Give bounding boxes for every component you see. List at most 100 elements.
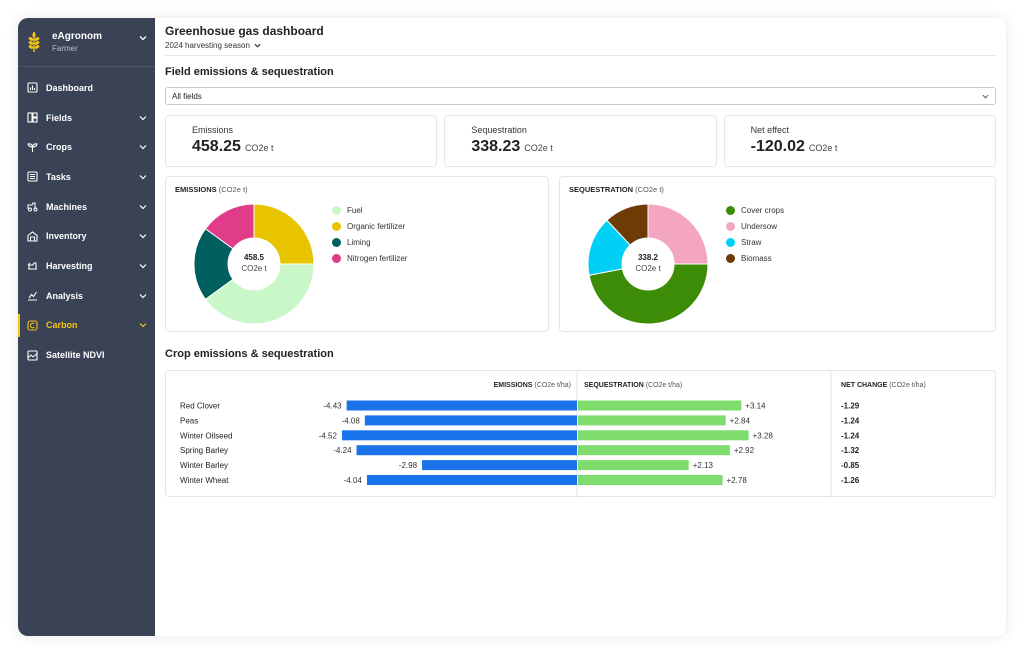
- kpi-emissions: Emissions 458.25 CO2e t: [165, 115, 438, 167]
- app-name: eAgronom: [52, 31, 102, 42]
- sidebar-item-tasks[interactable]: Tasks: [18, 162, 155, 192]
- sidebar-item-label: Machines: [46, 201, 88, 212]
- emission-bar[interactable]: [341, 430, 577, 441]
- emission-value-label: -4.04: [344, 476, 363, 485]
- sidebar-item-fields[interactable]: Fields: [18, 103, 155, 133]
- brand-switcher[interactable]: eAgronom Farmer: [18, 18, 155, 67]
- center-unit: CO2e t: [635, 264, 661, 273]
- satellite-icon: [27, 349, 38, 361]
- legend-swatch: [332, 237, 341, 247]
- carbon-icon: [27, 320, 38, 331]
- donut-slice-biomass[interactable]: [606, 203, 649, 246]
- sequestration-bar[interactable]: [578, 475, 723, 485]
- crop-section-title: Crop emissions & sequestration: [165, 348, 334, 360]
- sequestration-bar[interactable]: [578, 430, 749, 441]
- emissions-donut-card: EMISSIONS (CO2e t) 458.5 CO2e t Fuel Orga…: [165, 176, 549, 332]
- page-header: Greenhosue gas dashboard 2024 harvesting…: [165, 18, 996, 56]
- emission-bar[interactable]: [364, 415, 577, 426]
- legend-item-biomass[interactable]: Biomass: [726, 250, 784, 266]
- tasks-icon: [27, 171, 38, 182]
- chevron-down-icon: [139, 36, 147, 41]
- dashboard-icon: [27, 82, 38, 93]
- legend-item-organic-fertilizer[interactable]: Organic fertilizer: [332, 218, 407, 234]
- legend-item-nitrogen-fertilizer[interactable]: Nitrogen fertilizer: [332, 250, 407, 266]
- sequestration-bar[interactable]: [578, 445, 730, 456]
- chart-title-unit: (CO2e t): [635, 185, 664, 194]
- sequestration-bar[interactable]: [578, 415, 726, 426]
- donut-slice-organic-fertilizer[interactable]: [253, 203, 315, 265]
- donut-slice-undersow[interactable]: [647, 203, 709, 265]
- field-select[interactable]: All fields: [165, 87, 996, 105]
- legend-item-liming[interactable]: Liming: [332, 234, 407, 250]
- kpi-value: 458.25: [192, 138, 241, 155]
- sidebar-item-satellite-ndvi[interactable]: Satellite NDVI: [18, 340, 155, 370]
- emission-value-label: -4.52: [319, 431, 338, 440]
- sidebar-item-label: Tasks: [46, 171, 71, 182]
- chevron-down-icon: [139, 234, 147, 239]
- legend-swatch: [726, 221, 735, 231]
- kpi-unit: CO2e t: [524, 143, 553, 153]
- legend-item-straw[interactable]: Straw: [726, 234, 784, 250]
- donut-slice-cover-crops[interactable]: [588, 263, 709, 325]
- sidebar-item-inventory[interactable]: Inventory: [18, 221, 155, 251]
- sidebar-item-dashboard[interactable]: Dashboard: [18, 73, 155, 103]
- sidebar-item-carbon[interactable]: Carbon: [18, 311, 155, 341]
- sequestration-donut: [587, 203, 709, 325]
- center-unit: CO2e t: [241, 264, 267, 273]
- kpi-sequestration: Sequestration 338.23 CO2e t: [444, 115, 717, 167]
- chevron-down-icon: [139, 204, 147, 209]
- chevron-down-icon: [139, 323, 147, 328]
- crop-label: Peas: [180, 416, 198, 425]
- emission-bar[interactable]: [422, 460, 577, 471]
- kpi-label: Emissions: [192, 125, 234, 135]
- crop-bar-chart: EMISSIONS (CO2e t/ha) SEQUESTRATION (CO2e…: [180, 371, 926, 498]
- net-change-value: -1.29: [841, 402, 860, 411]
- kpi-value: 338.23: [471, 138, 521, 155]
- emissions-column-header: EMISSIONS (CO2e t/ha): [494, 382, 571, 389]
- legend-label: Fuel: [347, 205, 363, 215]
- emissions-legend: Fuel Organic fertilizer Liming Nitrogen fer…: [332, 202, 407, 266]
- sequestration-legend: Cover crops Undersow Straw Biomass: [726, 202, 784, 266]
- center-value: 338.2: [637, 253, 659, 262]
- sequestration-column-header: SEQUESTRATION (CO2e t/ha): [584, 382, 682, 389]
- legend-label: Straw: [741, 237, 762, 247]
- legend-item-undersow[interactable]: Undersow: [726, 218, 784, 234]
- kpi-label: Sequestration: [471, 125, 527, 135]
- sidebar-item-crops[interactable]: Crops: [18, 132, 155, 162]
- donut-slice-nitrogen-fertilizer[interactable]: [204, 203, 255, 250]
- net-change-value: -1.32: [841, 446, 860, 455]
- sequestration-bar[interactable]: [578, 460, 689, 471]
- emissions-donut: [193, 203, 315, 325]
- legend-item-fuel[interactable]: Fuel: [332, 202, 407, 218]
- machines-icon: [27, 202, 38, 212]
- emission-value-label: -2.98: [399, 461, 418, 470]
- season-selector[interactable]: 2024 harvesting season: [165, 41, 996, 50]
- chevron-down-icon: [139, 293, 147, 299]
- sidebar-item-machines[interactable]: Machines: [18, 192, 155, 222]
- legend-item-cover-crops[interactable]: Cover crops: [726, 202, 784, 218]
- season-label: 2024 harvesting season: [165, 41, 250, 50]
- donut-slice-fuel[interactable]: [204, 263, 315, 325]
- sidebar: eAgronom Farmer Dashboard Fields Crops Task…: [18, 18, 155, 636]
- emission-bar[interactable]: [366, 475, 577, 485]
- chart-title-unit: (CO2e t): [218, 185, 248, 194]
- sequestration-center: 338.2 CO2e t: [618, 253, 678, 273]
- legend-label: Nitrogen fertilizer: [347, 253, 408, 263]
- emission-bar[interactable]: [346, 400, 577, 411]
- sidebar-item-harvesting[interactable]: Harvesting: [18, 251, 155, 281]
- sidebar-item-label: Fields: [46, 112, 73, 123]
- legend-swatch: [726, 253, 735, 263]
- legend-label: Organic fertilizer: [347, 221, 406, 231]
- legend-swatch: [332, 253, 341, 263]
- kpi-row: Emissions 458.25 CO2e t Sequestration 338…: [165, 115, 996, 167]
- chevron-down-icon: [139, 115, 147, 120]
- crop-label: Winter Oilseed: [180, 431, 232, 440]
- emission-bar[interactable]: [356, 445, 577, 456]
- sidebar-item-label: Harvesting: [46, 260, 93, 271]
- kpi-net-effect: Net effect -120.02 CO2e t: [723, 115, 996, 167]
- sequestration-bar[interactable]: [578, 400, 742, 411]
- crops-icon: [27, 143, 38, 152]
- inventory-icon: [27, 231, 38, 242]
- sequestration-value-label: +3.14: [745, 402, 766, 411]
- sidebar-item-analysis[interactable]: Analysis: [18, 281, 155, 311]
